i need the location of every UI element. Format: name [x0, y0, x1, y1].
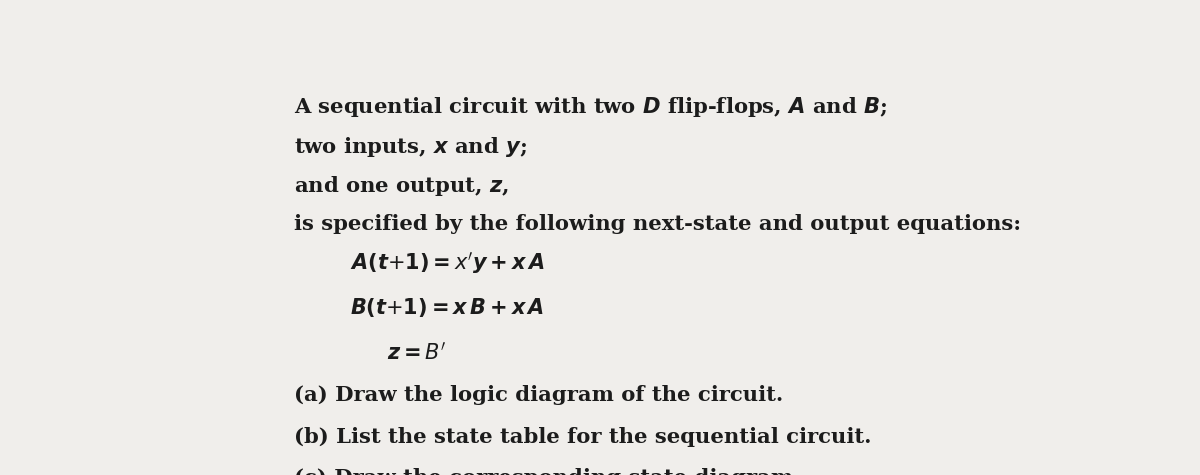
Text: (a) Draw the logic diagram of the circuit.: (a) Draw the logic diagram of the circui… — [294, 385, 784, 405]
Text: (c) Draw the corresponding state diagram: (c) Draw the corresponding state diagram — [294, 468, 793, 475]
Text: $\boldsymbol{A(t{+}1) = x'y + x\,A}$: $\boldsymbol{A(t{+}1) = x'y + x\,A}$ — [350, 250, 545, 276]
Text: $\boldsymbol{B(t{+}1) = x\,B + x\,A}$: $\boldsymbol{B(t{+}1) = x\,B + x\,A}$ — [350, 296, 545, 319]
Text: (b) List the state table for the sequential circuit.: (b) List the state table for the sequent… — [294, 427, 871, 446]
Text: A sequential circuit with two $\boldsymbol{D}$ flip-flops, $\boldsymbol{A}$ and : A sequential circuit with two $\boldsymb… — [294, 95, 888, 119]
Text: and one output, $\boldsymbol{z}$,: and one output, $\boldsymbol{z}$, — [294, 174, 509, 199]
Text: two inputs, $\boldsymbol{x}$ and $\boldsymbol{y}$;: two inputs, $\boldsymbol{x}$ and $\bolds… — [294, 135, 527, 159]
Text: is specified by the following next-state and output equations:: is specified by the following next-state… — [294, 214, 1021, 234]
Text: $\boldsymbol{z = B'}$: $\boldsymbol{z = B'}$ — [388, 342, 446, 364]
